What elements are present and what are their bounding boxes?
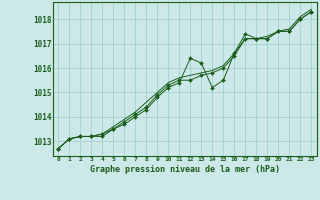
X-axis label: Graphe pression niveau de la mer (hPa): Graphe pression niveau de la mer (hPa) bbox=[90, 165, 280, 174]
